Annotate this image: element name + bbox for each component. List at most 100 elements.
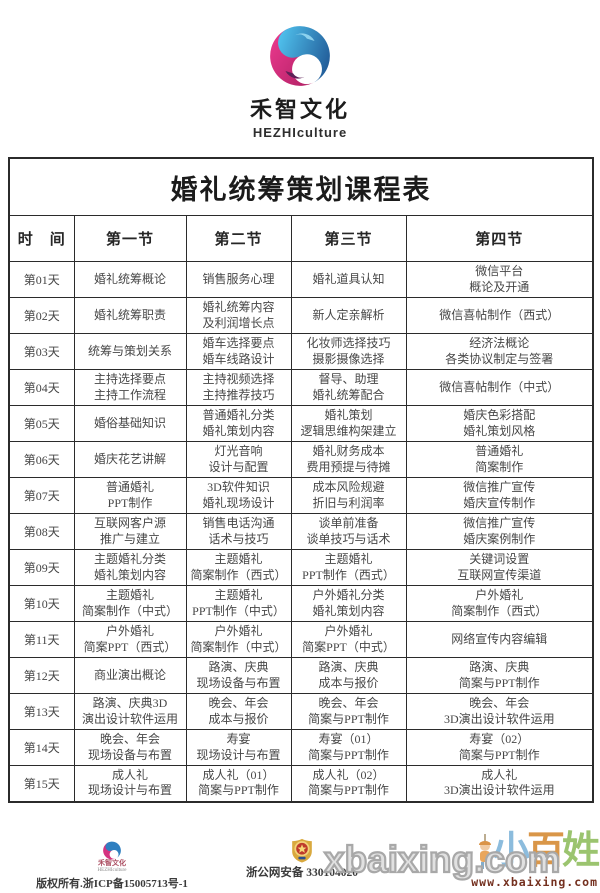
table-row: 第03天 统筹与策划关系 婚车选择要点 婚车线路设计 化妆师选择技巧 摄影摄像选择 经济… <box>8 333 594 370</box>
footer-copyright-block: 禾智文化 HEZHIculture 版权所有.浙ICP备15005713号-1 <box>28 841 196 891</box>
table-row: 第04天 主持选择要点 主持工作流程 主持视频选择 主持推荐技巧 督导、助理 婚礼统筹… <box>8 369 594 406</box>
course-cell: 主题婚礼 简案制作（中式） <box>73 585 187 622</box>
course-cell: 微信平台 概论及开通 <box>405 261 594 298</box>
watermark: 小 百 姓 xbaixing.com www.xbaixing.com <box>322 832 600 892</box>
course-cell: 主题婚礼 PPT制作（中式） <box>185 585 292 622</box>
day-cell: 第12天 <box>8 657 75 694</box>
watermark-big-text: xbaixing.com <box>323 838 562 881</box>
course-cell: 婚礼统筹职责 <box>73 297 187 334</box>
footer-mini-brand-subtitle: HEZHIculture <box>97 867 127 873</box>
course-table: 婚礼统筹策划课程表 时 间第一节 第二节 第三节 第四节 第01天 婚礼统筹概论 销售服务… <box>8 157 595 803</box>
course-cell: 成本风险规避 折旧与利润率 <box>290 477 407 514</box>
table-row: 第09天 主题婚礼分类 婚礼策划内容 主题婚礼 简案制作（西式） 主题婚礼 PPT制作… <box>8 549 594 586</box>
course-cell: 统筹与策划关系 <box>73 333 187 370</box>
course-cell: 户外婚礼分类 婚礼策划内容 <box>290 585 407 622</box>
course-cell: 主题婚礼 简案制作（西式） <box>185 549 292 586</box>
course-cell: 主持选择要点 主持工作流程 <box>73 369 187 406</box>
table-title-row: 婚礼统筹策划课程表 <box>8 157 594 216</box>
course-cell: 普通婚礼 PPT制作 <box>73 477 187 514</box>
table-row: 第02天 婚礼统筹职责 婚礼统筹内容 及利润增长点 新人定亲解析 微信喜帖制作（西式） <box>8 297 594 334</box>
table-row: 第01天 婚礼统筹概论 销售服务心理 婚礼道具认知 微信平台 概论及开通 <box>8 261 594 298</box>
watermark-url-text: www.xbaixing.com <box>471 875 598 889</box>
baixing-color-logo: 小 百 姓 <box>475 832 600 870</box>
day-cell: 第13天 <box>8 693 75 730</box>
course-cell: 成人礼（02） 简案与PPT制作 <box>290 765 407 802</box>
column-header: 第三节 <box>290 215 407 262</box>
course-cell: 户外婚礼 简案PPT（中式） <box>290 621 407 658</box>
course-cell: 普通婚礼分类 婚礼策划内容 <box>185 405 292 442</box>
course-cell: 关键词设置 互联网宣传渠道 <box>405 549 594 586</box>
course-cell: 婚礼统筹内容 及利润增长点 <box>185 297 292 334</box>
course-cell: 婚礼财务成本 费用预提与待摊 <box>290 441 407 478</box>
brand-swirl-logo-icon <box>270 26 330 86</box>
course-cell: 主持视频选择 主持推荐技巧 <box>185 369 292 406</box>
course-cell: 主题婚礼 PPT制作（西式） <box>290 549 407 586</box>
course-cell: 路演、庆典 成本与报价 <box>290 657 407 694</box>
brand-swirl-mini-logo-icon <box>103 841 121 860</box>
day-cell: 第06天 <box>8 441 75 478</box>
course-cell: 网络宣传内容编辑 <box>405 621 594 658</box>
baixing-glyph: 百 <box>526 830 565 872</box>
table-title: 婚礼统筹策划课程表 <box>8 157 594 216</box>
day-cell: 第11天 <box>8 621 75 658</box>
course-cell: 户外婚礼 简案PPT（西式） <box>73 621 187 658</box>
day-cell: 第02天 <box>8 297 75 334</box>
police-badge-icon <box>292 838 312 863</box>
course-cell: 晚会、年会 3D演出设计软件运用 <box>405 693 594 730</box>
day-cell: 第15天 <box>8 765 75 802</box>
column-header: 第一节 <box>73 215 187 262</box>
day-cell: 第08天 <box>8 513 75 550</box>
course-cell: 微信喜帖制作（西式） <box>405 297 594 334</box>
baixing-glyph: 姓 <box>561 830 600 872</box>
baixing-glyph: 小 <box>491 830 530 872</box>
table-row: 第10天 主题婚礼 简案制作（中式） 主题婚礼 PPT制作（中式） 户外婚礼分类 婚礼… <box>8 585 594 622</box>
icp-copyright-text: 版权所有.浙ICP备15005713号-1 <box>36 878 188 891</box>
course-cell: 新人定亲解析 <box>290 297 407 334</box>
column-header: 第四节 <box>405 215 594 262</box>
course-cell: 灯光音响 设计与配置 <box>185 441 292 478</box>
day-cell: 第01天 <box>8 261 75 298</box>
course-cell: 婚庆色彩搭配 婚礼策划风格 <box>405 405 594 442</box>
table-row: 第14天 晚会、年会 现场设备与布置 寿宴 现场设计与布置 寿宴（01） 简案与PPT… <box>8 729 594 766</box>
course-cell: 婚俗基础知识 <box>73 405 187 442</box>
table-header-row: 时 间第一节 第二节 第三节 第四节 <box>8 215 594 262</box>
course-cell: 化妆师选择技巧 摄影摄像选择 <box>290 333 407 370</box>
course-cell: 销售服务心理 <box>185 261 292 298</box>
course-cell: 微信喜帖制作（中式） <box>405 369 594 406</box>
course-cell: 婚庆花艺讲解 <box>73 441 187 478</box>
course-cell: 婚车选择要点 婚车线路设计 <box>185 333 292 370</box>
brand-subtitle: HEZHIculture <box>252 125 348 140</box>
day-cell: 第07天 <box>8 477 75 514</box>
course-cell: 寿宴 现场设计与布置 <box>185 729 292 766</box>
course-cell: 督导、助理 婚礼统筹配合 <box>290 369 407 406</box>
course-cell: 微信推广宣传 婚庆宣传制作 <box>405 477 594 514</box>
column-header: 第二节 <box>185 215 292 262</box>
course-cell: 晚会、年会 简案与PPT制作 <box>290 693 407 730</box>
course-cell: 晚会、年会 成本与报价 <box>185 693 292 730</box>
course-cell: 成人礼 3D演出设计软件运用 <box>405 765 594 802</box>
course-cell: 户外婚礼 简案制作（中式） <box>185 621 292 658</box>
course-table-body: 第01天 婚礼统筹概论 销售服务心理 婚礼道具认知 微信平台 概论及开通 第02天 婚礼统筹… <box>8 261 594 802</box>
brand-name: 禾智文化 <box>249 97 350 122</box>
course-cell: 婚礼策划 逻辑思维构架建立 <box>290 405 407 442</box>
course-cell: 婚礼统筹概论 <box>73 261 187 298</box>
course-cell: 商业演出概论 <box>73 657 187 694</box>
course-cell: 路演、庆典3D 演出设计软件运用 <box>73 693 187 730</box>
course-cell: 经济法概论 各类协议制定与签署 <box>405 333 594 370</box>
course-cell: 3D软件知识 婚礼现场设计 <box>185 477 292 514</box>
course-cell: 成人礼 现场设计与布置 <box>73 765 187 802</box>
table-row: 第15天 成人礼 现场设计与布置 成人礼（01） 简案与PPT制作 成人礼（02） 简… <box>8 765 594 802</box>
table-row: 第07天 普通婚礼 PPT制作 3D软件知识 婚礼现场设计 成本风险规避 折旧与利润率… <box>8 477 594 514</box>
security-record-text: 浙公网安备 330104020 <box>245 867 359 879</box>
footer-mini-brand-name: 禾智文化 <box>98 859 126 867</box>
table-row: 第08天 互联网客户源 推广与建立 销售电话沟通 话术与技巧 谈单前准备 谈单技巧与话… <box>8 513 594 550</box>
table-row: 第05天 婚俗基础知识 普通婚礼分类 婚礼策划内容 婚礼策划 逻辑思维构架建立 婚庆色彩… <box>8 405 594 442</box>
course-cell: 路演、庆典 现场设备与布置 <box>185 657 292 694</box>
course-cell: 寿宴（01） 简案与PPT制作 <box>290 729 407 766</box>
day-cell: 第03天 <box>8 333 75 370</box>
course-cell: 晚会、年会 现场设备与布置 <box>73 729 187 766</box>
table-row: 第11天 户外婚礼 简案PPT（西式） 户外婚礼 简案制作（中式） 户外婚礼 简案PP… <box>8 621 594 658</box>
day-cell: 第10天 <box>8 585 75 622</box>
table-row: 第12天 商业演出概论 路演、庆典 现场设备与布置 路演、庆典 成本与报价 路演、庆典 … <box>8 657 594 694</box>
